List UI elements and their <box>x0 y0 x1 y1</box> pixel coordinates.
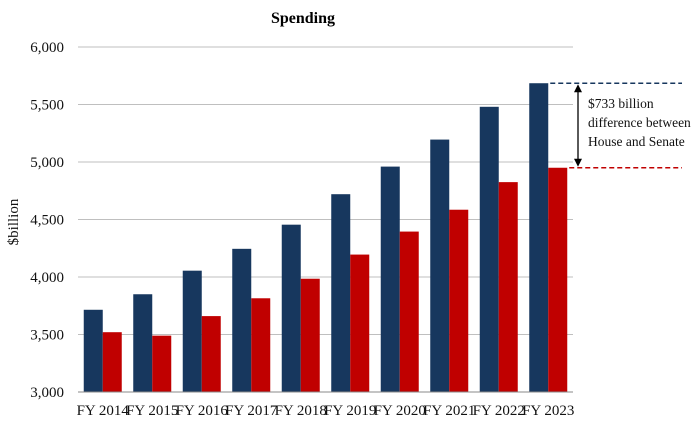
x-tick-label: FY 2019 <box>324 403 376 419</box>
bar-series-2 <box>498 182 518 392</box>
bar-series-1 <box>529 83 549 392</box>
bar-series-2 <box>449 209 469 392</box>
x-tick-label: FY 2016 <box>176 403 229 419</box>
bar-series-2 <box>102 332 122 392</box>
bar-series-1 <box>430 139 450 392</box>
bar-series-1 <box>232 248 252 392</box>
bar-series-2 <box>201 316 221 392</box>
bars <box>83 83 568 393</box>
x-tick-label: FY 2020 <box>374 403 426 419</box>
bar-series-1 <box>331 194 351 392</box>
y-tick-label: 4,500 <box>30 213 64 229</box>
y-axis-ticks: 3,000 3,500 4,000 4,500 5,000 5,500 6,000 <box>30 40 64 401</box>
x-tick-label: FY 2014 <box>77 403 130 419</box>
bar-series-1 <box>83 309 103 392</box>
bar-series-1 <box>182 270 202 392</box>
bar-series-2 <box>300 278 320 392</box>
bar-series-2 <box>350 254 370 392</box>
bar-series-1 <box>281 224 301 392</box>
bar-series-1 <box>380 166 400 392</box>
x-tick-label: FY 2015 <box>126 403 178 419</box>
x-tick-label: FY 2018 <box>275 403 327 419</box>
x-tick-label: FY 2023 <box>522 403 574 419</box>
bar-series-2 <box>399 231 419 392</box>
y-tick-label: 3,000 <box>30 385 64 401</box>
annotation-line-1: $733 billion <box>588 96 654 111</box>
y-axis-label: $billion <box>6 198 22 245</box>
chart-title: Spending <box>271 10 335 27</box>
x-tick-label: FY 2021 <box>423 403 475 419</box>
y-tick-label: 4,000 <box>30 270 64 286</box>
bar-series-1 <box>479 106 499 393</box>
bar-series-2 <box>152 335 172 392</box>
arrow-head-up <box>574 84 582 93</box>
difference-annotation: $733 billion difference between House an… <box>550 82 691 169</box>
bar-series-1 <box>133 294 153 392</box>
annotation-line-2: difference between <box>588 115 691 130</box>
x-tick-label: FY 2022 <box>473 403 525 419</box>
y-tick-label: 5,500 <box>30 98 64 114</box>
y-tick-label: 5,000 <box>30 155 64 171</box>
arrow-head-down <box>574 158 582 167</box>
x-tick-label: FY 2017 <box>225 403 278 419</box>
bar-series-2 <box>251 298 271 392</box>
annotation-line-3: House and Senate <box>588 134 685 149</box>
y-tick-label: 6,000 <box>30 40 64 56</box>
y-tick-label: 3,500 <box>30 328 64 344</box>
bar-series-2 <box>548 167 568 392</box>
